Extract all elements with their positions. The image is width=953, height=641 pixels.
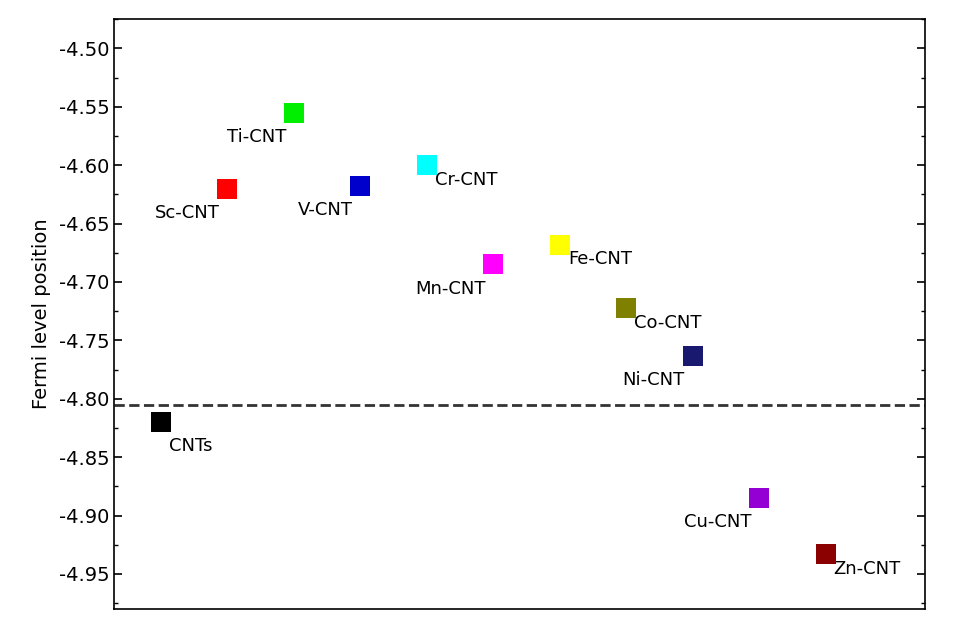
- Point: [751, 493, 766, 503]
- Text: CNTs: CNTs: [169, 437, 213, 455]
- Point: [353, 181, 368, 192]
- Point: [552, 240, 567, 250]
- Text: Cu-CNT: Cu-CNT: [683, 513, 750, 531]
- Point: [817, 549, 832, 559]
- Text: Cr-CNT: Cr-CNT: [435, 171, 497, 189]
- Text: Ni-CNT: Ni-CNT: [622, 370, 684, 388]
- Text: Co-CNT: Co-CNT: [634, 313, 701, 331]
- Text: Mn-CNT: Mn-CNT: [415, 279, 485, 297]
- Text: Zn-CNT: Zn-CNT: [833, 560, 900, 578]
- Point: [684, 351, 700, 361]
- Point: [286, 108, 301, 118]
- Point: [219, 183, 234, 194]
- Point: [418, 160, 434, 171]
- Y-axis label: Fermi level position: Fermi level position: [31, 219, 51, 410]
- Text: Fe-CNT: Fe-CNT: [567, 251, 631, 269]
- Point: [618, 303, 633, 313]
- Text: Sc-CNT: Sc-CNT: [154, 204, 219, 222]
- Text: Ti-CNT: Ti-CNT: [227, 128, 286, 146]
- Point: [485, 260, 500, 270]
- Point: [153, 417, 169, 428]
- Text: V-CNT: V-CNT: [297, 201, 352, 219]
